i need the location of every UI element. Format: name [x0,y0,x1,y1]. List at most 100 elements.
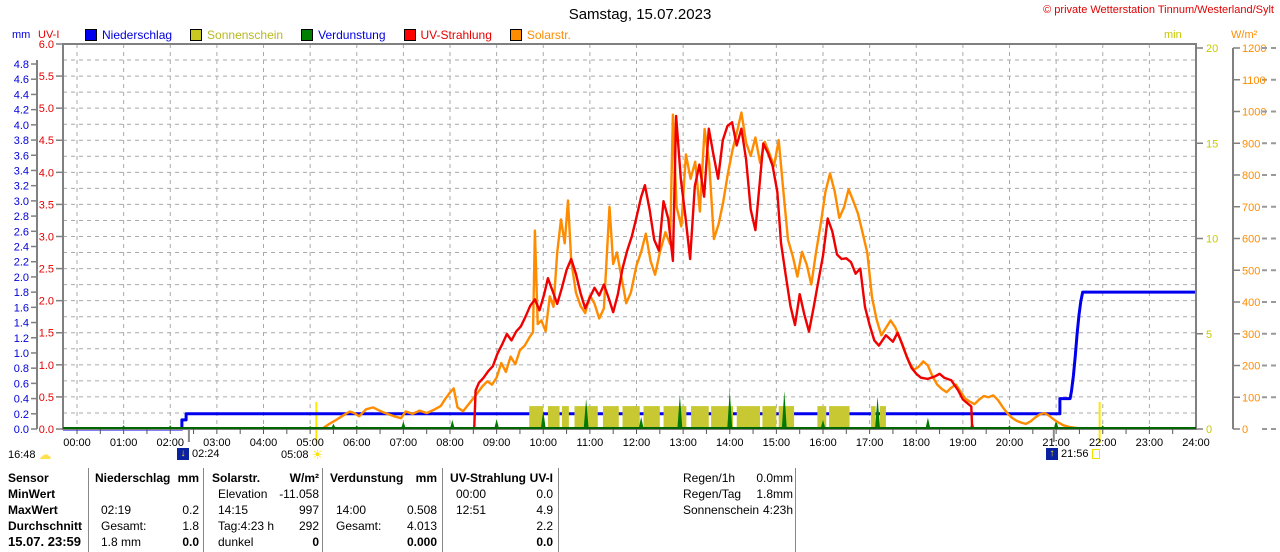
aktuell-key: 1.8 mm [101,535,142,549]
summary-value: 1.8mm [756,487,793,501]
x-tick-label: 21:00 [1042,437,1070,449]
column-unit: UV-I [529,471,553,485]
wm2-tick-label: 700 [1242,202,1260,214]
x-tick-label: 11:00 [577,437,604,449]
mm-tick-label: 3.2 [14,181,29,193]
evaporation-spike [925,417,931,429]
table-column-uvstrahlung: UV-Strahlung UV-I 00:00 0.0 12:51 4.9 2.2 0.0 [450,470,553,550]
table-divider [795,468,796,552]
uv-tick-label: 1.5 [39,328,54,340]
maxwert-key: 14:15 [218,503,249,517]
copyright-note: © private Wetterstation Tinnum/Westerlan… [1043,4,1274,16]
durchschnitt-value: 292 [298,519,319,533]
evaporation-spike [820,419,826,429]
legend-swatch-icon [403,29,416,41]
x-tick-label: 23:00 [1136,437,1164,449]
evaporation-spike [781,390,787,429]
summary-row-sonnenschein: Sonnenschein 4:23h [683,502,793,518]
x-tick-label: 06:00 [343,437,371,449]
mm-tick-label: 4.4 [14,89,29,101]
table-divider [558,468,559,552]
table-row: Solarstr. W/m² [212,470,319,486]
wm2-tick-label: 900 [1242,138,1260,150]
evaporation-spike [638,416,644,429]
summary-label: Regen/1h [683,471,736,485]
mm-tick-label: 0.2 [14,409,29,421]
evaporation-spike [540,410,546,429]
mm-tick-label: 2.0 [14,272,29,284]
table-row: Gesamt: 1.8 [95,518,199,534]
column-header: Solarstr. [212,471,261,485]
table-divider [88,468,89,552]
minwert-value: 0.0 [536,487,553,501]
table-row: 12:51 4.9 [450,502,553,518]
min-tick-label: 0 [1206,424,1212,436]
table-divider [203,468,204,552]
mm-tick-label: 3.6 [14,150,29,162]
table-row: 1.8 mm 0.0 [95,534,199,550]
legend-item-uvstrahlung: UV-Strahlung [403,28,492,42]
table-divider [442,468,443,552]
maxwert-value: 997 [298,503,319,517]
x-tick-label: 05:00 [296,437,324,449]
uv-tick-label: 3.0 [39,231,54,243]
uv-tick-label: 0.5 [39,392,54,404]
legend-item-solarstr: Solarstr. [509,28,571,42]
axis-title-mm: mm [12,29,31,41]
x-tick-label: 18:00 [902,437,930,449]
x-tick-label: 16:00 [809,437,837,449]
sunshine-bar [547,406,560,428]
x-tick-label: 14:00 [716,437,744,449]
axis-title-wm2: W/m² [1231,29,1258,41]
summary-row-regentag: Regen/Tag 1.8mm [683,486,793,502]
table-row: Niederschlag mm [95,470,199,486]
uv-tick-label: 5.5 [39,71,54,83]
mm-tick-label: 1.2 [14,333,29,345]
mm-tick-label: 3.0 [14,196,29,208]
sunshine-bar [561,406,569,428]
evaporation-spike [727,390,733,429]
evaporation-spike [875,396,881,429]
legend-label: Verdunstung [318,28,386,42]
legend-swatch-icon [301,29,314,41]
durchschnitt-key: Gesamt: [101,519,147,533]
summary-label: Regen/Tag [683,487,742,501]
evaporation-spike [583,398,589,429]
x-tick-label: 22:00 [1089,437,1117,449]
sunset-marker: ↑ 21:56 [1046,448,1100,460]
legend-label: Solarstr. [526,28,571,42]
wm2-tick-label: 800 [1242,170,1260,182]
table-row: 0.000 [330,534,437,550]
mm-tick-label: 4.2 [14,105,29,117]
solarstr-series [321,111,1085,431]
aktuell-value: 0.000 [406,535,437,549]
mm-tick-label: 1.0 [14,348,29,360]
moonset-icon: ↓ [177,448,189,460]
wm2-tick-label: 500 [1242,265,1260,277]
table-row: UV-Strahlung UV-I [450,470,553,486]
sunrise-marker: 05:08 ☀ [281,448,323,461]
durchschnitt-value: 2.2 [536,519,553,533]
legend-swatch-icon [85,29,97,41]
wm2-tick-label: 300 [1242,329,1260,341]
legend-item-sonnenschein: Sonnenschein [190,28,283,42]
table-row: 14:00 0.508 [330,502,437,518]
legend-item-verdunstung: Verdunstung [301,28,386,42]
uv-tick-label: 1.0 [39,360,54,372]
min-tick-label: 15 [1206,138,1218,150]
row-label-current-time: 15.07. 23:59 [8,534,82,549]
row-label-sensor: Sensor [8,471,49,485]
x-tick-label: 12:00 [623,437,651,449]
wm2-tick-label: 400 [1242,297,1260,309]
x-tick-label: 13:00 [669,437,697,449]
durchschnitt-key: Tag:4:23 h [218,519,275,533]
mm-tick-label: 1.6 [14,302,29,314]
wm2-tick-label: 1000 [1242,107,1266,119]
sunshine-bar [663,406,687,428]
wm2-tick-label: 0 [1242,424,1248,436]
row-label-durchschnitt: Durchschnitt [8,519,83,533]
min-tick-label: 5 [1206,329,1212,341]
minwert-key [330,486,336,502]
minwert-value: -11.058 [279,487,319,501]
uv-tick-label: 5.0 [39,103,54,115]
